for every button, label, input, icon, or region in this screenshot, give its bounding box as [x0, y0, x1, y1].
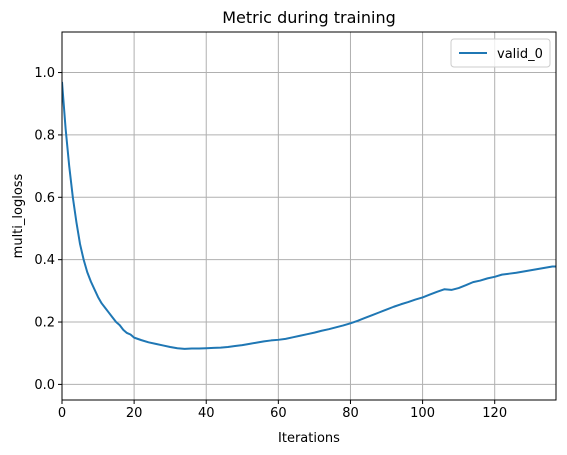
x-tick-label: 20 — [126, 406, 143, 421]
legend-label: valid_0 — [497, 47, 543, 62]
legend-box — [450, 38, 551, 68]
series-layer — [62, 81, 556, 350]
grid — [61, 32, 556, 400]
series-line-valid_0 — [62, 81, 556, 350]
x-tick-label: 120 — [482, 406, 507, 421]
x-tick-label: 100 — [410, 406, 435, 421]
x-tick-label: 80 — [342, 406, 359, 421]
x-tick-label: 0 — [58, 406, 66, 421]
legend: valid_0 — [450, 38, 551, 68]
x-axis-label: Iterations — [278, 431, 340, 446]
y-tick-label: 0.8 — [34, 128, 55, 143]
y-tick-label: 1.0 — [34, 66, 55, 81]
y-tick-label: 0.2 — [34, 316, 55, 331]
chart-title: Metric during training — [222, 8, 396, 27]
y-tick-label: 0.6 — [34, 191, 55, 206]
y-tick-label: 0.4 — [34, 253, 55, 268]
y-tick-label: 0.0 — [34, 378, 55, 393]
ticks: 0 20 40 60 80 100 120 0.0 0.2 0.4 0.6 0.8 1.0 — [34, 66, 507, 421]
plot-frame — [61, 31, 557, 401]
y-axis-label: multi_logloss — [11, 173, 26, 258]
x-tick-label: 40 — [198, 406, 215, 421]
x-tick-label: 60 — [270, 406, 287, 421]
